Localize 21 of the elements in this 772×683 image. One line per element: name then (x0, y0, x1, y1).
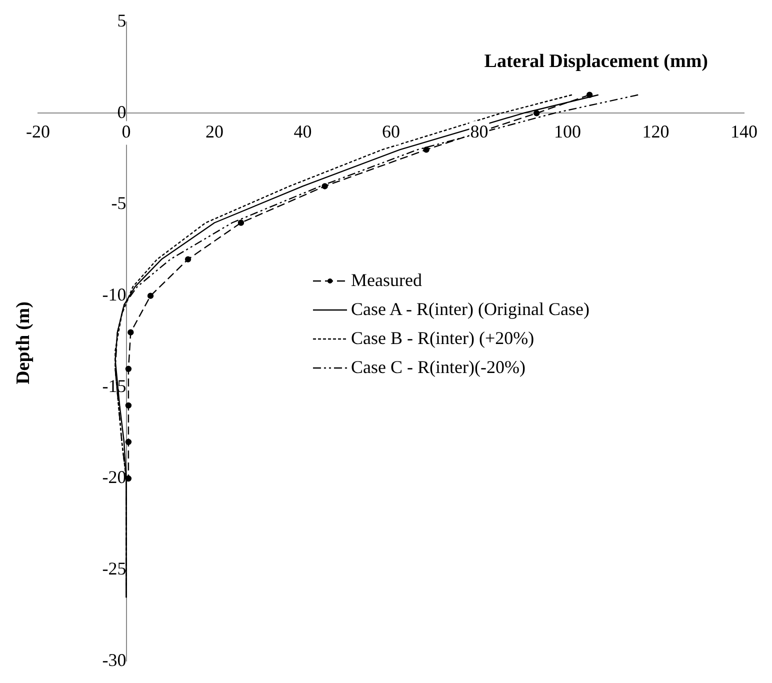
x-tick-label: -20 (26, 122, 50, 142)
x-axis-title: Lateral Displacement (mm) (484, 50, 708, 72)
y-tick-label: -10 (102, 284, 126, 305)
y-tick-label: -30 (102, 650, 126, 670)
y-axis-title: Depth (m) (12, 302, 34, 384)
y-tick-label: -20 (102, 467, 126, 488)
legend-label: Measured (351, 270, 422, 291)
x-tick-label: 20 (206, 122, 224, 142)
y-tick-label: -5 (111, 193, 126, 214)
legend-label: Case B - R(inter) (+20%) (351, 328, 534, 349)
legend-label: Case C - R(inter)(-20%) (351, 357, 526, 378)
x-tick-label: 120 (642, 122, 670, 142)
x-tick-label: 60 (382, 122, 400, 142)
y-tick-label: 5 (117, 10, 126, 31)
x-tick-label: 40 (294, 122, 312, 142)
x-tick-label: 100 (554, 122, 581, 142)
x-tick-label: 80 (470, 122, 488, 142)
legend-label: Case A - R(inter) (Original Case) (351, 299, 590, 320)
y-tick-label: 0 (117, 102, 126, 122)
y-tick-label: -25 (102, 558, 126, 579)
x-tick-label: 140 (730, 122, 758, 142)
